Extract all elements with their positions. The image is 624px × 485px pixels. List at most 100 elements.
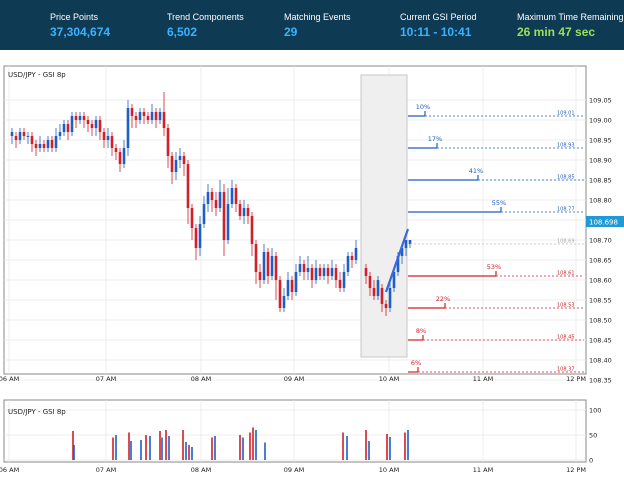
stat-trend-components: Trend Components 6,502 — [167, 12, 244, 39]
candle-up — [94, 116, 98, 136]
candle-down — [86, 116, 90, 132]
volume-bar — [182, 430, 184, 460]
up-target[interactable]: 55% 108.77 — [408, 199, 584, 213]
down-target[interactable]: 6% 108.37 — [408, 359, 584, 373]
volume-bar — [168, 436, 170, 460]
up-target[interactable]: 41% 108.85 — [408, 167, 584, 181]
y-tick-label: 108.95 — [589, 137, 612, 145]
volume-bar — [191, 447, 193, 460]
candle-down — [186, 160, 190, 224]
candle-down — [154, 108, 158, 128]
candle-up — [122, 140, 126, 168]
candle-up — [262, 244, 266, 284]
volume-bar — [130, 441, 132, 460]
candle-up — [70, 112, 74, 136]
volume-bar — [365, 430, 367, 460]
volume-bar — [342, 432, 344, 460]
volume-bar — [242, 437, 244, 460]
candle-down — [254, 240, 258, 284]
gsi-period-highlight — [360, 74, 408, 358]
candle-up — [202, 196, 206, 228]
y-tick-label: 108.65 — [589, 257, 612, 265]
candle-down — [274, 252, 278, 300]
candle-up — [38, 136, 42, 152]
volume-bar — [161, 437, 163, 460]
candle-up — [314, 260, 318, 284]
candle-down — [74, 112, 78, 128]
candle-up — [18, 128, 22, 144]
down-target[interactable]: 22% 108.53 — [408, 295, 584, 309]
candle-up — [150, 104, 154, 124]
candle-down — [338, 272, 342, 292]
volume-bar — [140, 440, 142, 460]
candle-down — [146, 112, 150, 124]
target-level-label: 108.61 — [557, 271, 575, 277]
candle-down — [66, 120, 70, 140]
volume-bar — [239, 435, 241, 460]
volume-bar — [159, 431, 161, 460]
stat-label: Price Points — [50, 12, 99, 22]
price-chart[interactable]: 10% 109.01 17% 108.93 41% 108.85 55% 108.77 108.… — [0, 50, 624, 390]
target-pct-label: 53% — [487, 263, 501, 271]
candle-up — [218, 180, 222, 212]
candle-up — [106, 128, 110, 148]
target-level-label: 108.93 — [557, 143, 575, 149]
candle-down — [246, 204, 250, 224]
y-tick-label: 0 — [589, 457, 593, 465]
candle-up — [282, 288, 286, 312]
candle-up — [346, 252, 350, 276]
down-target[interactable]: 8% 108.45 — [408, 327, 584, 341]
volume-bar — [346, 436, 348, 460]
candle-down — [50, 136, 54, 152]
candle-down — [102, 128, 106, 148]
y-tick-label: 108.60 — [589, 277, 612, 285]
stat-label: Trend Components — [167, 12, 244, 22]
volume-bar — [389, 437, 391, 460]
candle-down — [110, 132, 114, 156]
x-tick-label: 07 AM — [96, 375, 116, 383]
x-tick-label: 08 AM — [191, 375, 211, 383]
volume-bar — [255, 430, 257, 460]
stat-value: 6,502 — [167, 25, 198, 39]
trend-projection-line — [384, 228, 410, 293]
volume-bar — [211, 437, 213, 460]
target-level-label: 109.01 — [557, 111, 575, 117]
y-tick-label: 108.70 — [589, 237, 612, 245]
volume-bar — [73, 445, 75, 460]
stat-value: 26 min 47 sec — [517, 25, 596, 39]
candle-down — [30, 132, 34, 152]
volume-bar — [188, 445, 190, 460]
volume-bar — [185, 442, 187, 460]
x-tick-label: 09 AM — [284, 466, 304, 474]
volume-chart[interactable]: USD/JPY - GSI 8p 100 50 0 06 AM 07 AM 08 AM 0… — [0, 392, 624, 485]
up-target[interactable]: 17% 108.93 — [408, 135, 584, 149]
candle-up — [46, 136, 50, 152]
volume-bar — [145, 435, 147, 460]
target-pct-label: 6% — [411, 359, 421, 367]
y-tick-label: 109.00 — [589, 117, 612, 125]
chart-title: USD/JPY - GSI 8p — [8, 71, 66, 79]
target-pct-label: 8% — [416, 327, 426, 335]
candle-down — [130, 104, 134, 128]
candle-down — [334, 264, 338, 288]
y-tick-label: 100 — [589, 407, 601, 415]
volume-bar — [112, 437, 114, 460]
x-tick-label: 11 AM — [473, 466, 493, 474]
target-level-label: 108.45 — [557, 335, 575, 341]
candle-up — [270, 248, 274, 280]
volume-bar — [407, 430, 409, 460]
y-tick-label: 108.35 — [589, 377, 612, 385]
candle-up — [330, 260, 334, 280]
candle-up — [322, 264, 326, 280]
down-target[interactable]: 53% 108.61 — [408, 263, 584, 277]
x-tick-label: 12 PM — [566, 375, 586, 383]
candle-up — [230, 180, 234, 208]
stats-header: Price Points 37,304,674 Trend Components… — [0, 0, 624, 50]
up-target[interactable]: 10% 109.01 — [408, 103, 584, 117]
candle-down — [42, 140, 46, 152]
candle-down — [250, 212, 254, 256]
x-tick-label: 08 AM — [191, 466, 211, 474]
candle-down — [266, 248, 270, 284]
target-level-label: 108.37 — [557, 367, 575, 373]
candle-down — [258, 264, 262, 288]
